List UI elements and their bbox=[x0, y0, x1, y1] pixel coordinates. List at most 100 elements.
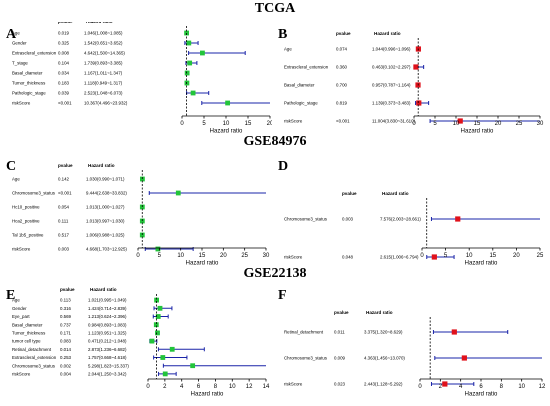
row-label: Chromosome3_status bbox=[12, 191, 56, 196]
row-label: Gender bbox=[12, 41, 27, 46]
row-pvalue: <0.001 bbox=[336, 119, 350, 124]
row-hazard-ratio: 1.013(1.000~1.027) bbox=[86, 205, 125, 210]
panel-letter-c: C bbox=[6, 159, 17, 174]
row-pvalue: 0.023 bbox=[334, 382, 346, 387]
hazard-ratio-header: Hazard ratio bbox=[374, 31, 401, 36]
x-tick-label: 0 bbox=[418, 384, 422, 390]
row-label: riskScore bbox=[12, 247, 31, 252]
forest-panel-c: C pvalue Hazard ratio Age 0.142 1.030(0.990~… bbox=[4, 154, 272, 267]
x-tick-label: 30 bbox=[537, 121, 544, 127]
x-tick-label: 2 bbox=[163, 384, 167, 390]
row-label: Retinal_detachment bbox=[12, 347, 52, 352]
hr-point bbox=[413, 64, 419, 70]
panel-letter-e: E bbox=[6, 288, 16, 303]
row-pvalue: 0.253 bbox=[60, 355, 72, 360]
x-tick-label: 12 bbox=[539, 384, 546, 390]
row-hazard-ratio: 1.021(0.995~1.049) bbox=[88, 298, 127, 303]
x-tick-label: 12 bbox=[246, 384, 253, 390]
x-axis-label: Hazard ratio bbox=[191, 392, 224, 398]
hr-point bbox=[190, 90, 196, 96]
x-tick-label: 0 bbox=[420, 253, 424, 259]
row-pvalue: 0.014 bbox=[60, 347, 72, 352]
x-tick-label: 0 bbox=[146, 384, 150, 390]
row-label: Basal_diameter bbox=[12, 71, 43, 76]
row-pvalue: 0.819 bbox=[336, 101, 348, 106]
hr-point bbox=[186, 40, 192, 46]
x-tick-label: 8 bbox=[214, 384, 218, 390]
pvalue-header: pvalue bbox=[334, 310, 349, 315]
row-label: Hca2_positive bbox=[12, 219, 40, 224]
x-tick-label: 20 bbox=[220, 253, 227, 259]
row-hazard-ratio: 1.542(0.651~3.652) bbox=[84, 41, 123, 46]
x-tick-label: 5 bbox=[202, 121, 206, 127]
section-title-gse22138: GSE22138 bbox=[243, 266, 307, 281]
row-pvalue: 0.171 bbox=[60, 331, 72, 336]
row-label: Pathologic_stage bbox=[284, 101, 318, 106]
row-pvalue: 0.316 bbox=[60, 306, 72, 311]
hr-point bbox=[175, 190, 181, 196]
hr-point bbox=[169, 346, 175, 352]
pvalue-header: pvalue bbox=[336, 31, 351, 36]
row-pvalue: 0.048 bbox=[342, 255, 354, 260]
pvalue-header: pvalue bbox=[342, 191, 357, 196]
row-pvalue: 0.008 bbox=[58, 51, 70, 56]
hr-point bbox=[225, 100, 231, 106]
x-tick-label: 10 bbox=[453, 121, 460, 127]
row-hazard-ratio: 0.471(0.212~1.048) bbox=[88, 339, 127, 344]
row-pvalue: 0.019 bbox=[58, 31, 70, 36]
row-label: Extrascleral_extension bbox=[284, 65, 329, 70]
x-tick-label: 25 bbox=[537, 253, 544, 259]
row-pvalue: 0.034 bbox=[58, 71, 70, 76]
x-tick-label: 15 bbox=[489, 253, 496, 259]
row-label: Tumor_thickness bbox=[12, 81, 46, 86]
row-hazard-ratio: 0.984(0.893~1.083) bbox=[88, 322, 127, 327]
hazard-ratio-header: Hazard ratio bbox=[382, 191, 409, 196]
row-hazard-ratio: 5.298(1.823~15.337) bbox=[88, 363, 129, 368]
forest-plot-c: pvalue Hazard ratio Age 0.142 1.030(0.990~1.… bbox=[12, 163, 270, 267]
hr-point bbox=[184, 80, 190, 86]
x-tick-label: 15 bbox=[245, 121, 252, 127]
x-tick-label: 15 bbox=[474, 121, 481, 127]
row-pvalue: 0.111 bbox=[58, 219, 69, 224]
x-tick-label: 5 bbox=[158, 253, 162, 259]
x-tick-label: 10 bbox=[229, 384, 236, 390]
hr-point bbox=[155, 246, 161, 252]
row-pvalue: 0.003 bbox=[342, 217, 354, 222]
row-pvalue: 0.074 bbox=[336, 47, 348, 52]
x-tick-label: 20 bbox=[495, 121, 502, 127]
x-tick-label: 15 bbox=[199, 253, 206, 259]
pvalue-header: pvalue bbox=[58, 163, 73, 168]
row-pvalue: 0.039 bbox=[58, 91, 70, 96]
row-label: Retinal_detachment bbox=[284, 330, 324, 335]
forest-panel-d: D pvalue Hazard ratio Chromosome3_status 0.… bbox=[276, 154, 548, 267]
x-tick-label: 5 bbox=[433, 121, 437, 127]
row-hazard-ratio: 9.444(2.638~33.832) bbox=[86, 191, 127, 196]
hr-point bbox=[455, 216, 461, 222]
row-hazard-ratio: 2.443(1.128~5.292) bbox=[364, 382, 403, 387]
x-tick-label: 10 bbox=[518, 384, 525, 390]
hr-point bbox=[162, 371, 168, 377]
hr-point bbox=[190, 363, 196, 369]
row-pvalue: 0.083 bbox=[60, 339, 72, 344]
panel-letter-b: B bbox=[278, 27, 288, 42]
row-hazard-ratio: 1.044(0.996~1.096) bbox=[372, 47, 411, 52]
hr-point bbox=[155, 330, 160, 336]
row-hazard-ratio: 0.957(0.787~1.164) bbox=[372, 83, 411, 88]
x-tick-label: 2 bbox=[439, 384, 443, 390]
row-label: Extrascleral_extension bbox=[12, 355, 57, 360]
row-hazard-ratio: 3.375(1.320~8.629) bbox=[364, 330, 403, 335]
hr-point bbox=[416, 100, 422, 106]
row-hazard-ratio: 10.367(4.496~23.932) bbox=[84, 101, 128, 106]
hr-point bbox=[154, 297, 160, 303]
hr-point bbox=[157, 305, 163, 311]
x-tick-label: 4 bbox=[180, 384, 184, 390]
row-pvalue: 0.054 bbox=[58, 205, 70, 210]
section-title-gse84976: GSE84976 bbox=[243, 134, 307, 149]
section-title-tcga: TCGA bbox=[254, 1, 296, 16]
row-label: riskScore bbox=[284, 119, 303, 124]
row-pvalue: 0.003 bbox=[58, 247, 70, 252]
hazard-ratio-header: Hazard ratio bbox=[90, 287, 117, 292]
forest-panel-f: F pvalue Hazard ratio Retinal_detachment 0.… bbox=[276, 287, 548, 401]
row-label: Basal_diameter bbox=[12, 322, 43, 327]
row-hazard-ratio: 1.123(0.951~1.325) bbox=[88, 331, 127, 336]
